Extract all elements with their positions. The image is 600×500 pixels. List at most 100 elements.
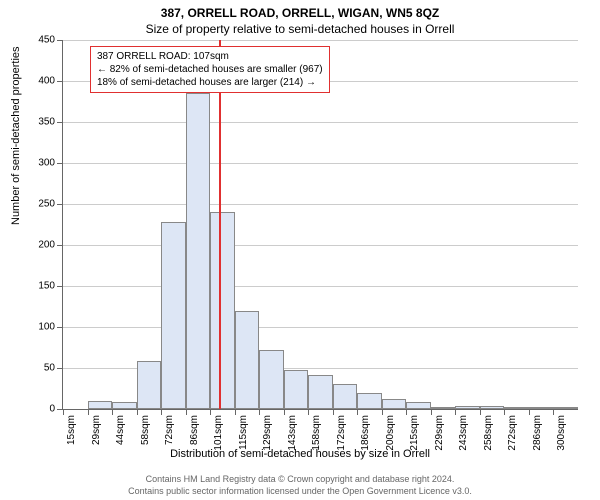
y-tick-label: 300 <box>38 158 55 169</box>
gridline <box>63 245 578 246</box>
plot-area: 05010015020025030035040045015sqm29sqm44s… <box>62 40 578 410</box>
y-tick <box>57 163 63 164</box>
x-tick-label: 258sqm <box>483 415 494 451</box>
x-tick <box>235 409 236 415</box>
x-tick-label: 58sqm <box>140 415 151 445</box>
y-tick-label: 250 <box>38 199 55 210</box>
x-tick <box>284 409 285 415</box>
histogram-bar <box>529 407 554 409</box>
histogram-bar <box>235 311 260 409</box>
chart-container: 387, ORRELL ROAD, ORRELL, WIGAN, WN5 8QZ… <box>0 0 600 500</box>
x-tick <box>308 409 309 415</box>
x-tick <box>357 409 358 415</box>
gridline <box>63 286 578 287</box>
x-tick-label: 44sqm <box>115 415 126 445</box>
histogram-bar <box>186 93 211 409</box>
histogram-bar <box>553 407 578 409</box>
histogram-bar <box>333 384 358 409</box>
histogram-bar <box>357 393 382 409</box>
y-tick-label: 150 <box>38 281 55 292</box>
x-tick-label: 186sqm <box>360 415 371 451</box>
x-tick <box>431 409 432 415</box>
x-tick-label: 86sqm <box>189 415 200 445</box>
y-tick-label: 400 <box>38 76 55 87</box>
gridline <box>63 204 578 205</box>
histogram-bar <box>88 401 113 409</box>
x-tick <box>259 409 260 415</box>
x-tick <box>161 409 162 415</box>
x-tick <box>553 409 554 415</box>
x-tick-label: 200sqm <box>385 415 396 451</box>
histogram-bar <box>455 406 480 409</box>
x-tick-label: 286sqm <box>532 415 543 451</box>
histogram-bar <box>308 375 333 409</box>
x-tick-label: 272sqm <box>507 415 518 451</box>
footer-line1: Contains HM Land Registry data © Crown c… <box>0 474 600 484</box>
gridline <box>63 40 578 41</box>
footer-line2: Contains public sector information licen… <box>0 486 600 496</box>
gridline <box>63 122 578 123</box>
y-tick <box>57 40 63 41</box>
x-tick <box>406 409 407 415</box>
y-tick-label: 0 <box>49 404 55 415</box>
y-tick <box>57 204 63 205</box>
y-tick <box>57 81 63 82</box>
x-tick-label: 229sqm <box>434 415 445 451</box>
annotation-box: 387 ORRELL ROAD: 107sqm ← 82% of semi-de… <box>90 46 330 93</box>
y-tick <box>57 368 63 369</box>
x-tick-label: 129sqm <box>262 415 273 451</box>
y-tick <box>57 286 63 287</box>
x-tick-label: 72sqm <box>164 415 175 445</box>
x-tick-label: 243sqm <box>458 415 469 451</box>
chart-title-line2: Size of property relative to semi-detach… <box>0 22 600 36</box>
histogram-bar <box>161 222 186 409</box>
x-tick-label: 158sqm <box>311 415 322 451</box>
histogram-bar <box>137 361 162 409</box>
y-tick-label: 350 <box>38 117 55 128</box>
histogram-bar <box>431 407 456 409</box>
y-tick-label: 50 <box>44 363 55 374</box>
reference-line <box>219 40 221 409</box>
histogram-bar <box>504 407 529 409</box>
x-tick <box>63 409 64 415</box>
histogram-bar <box>382 399 407 409</box>
histogram-bar <box>480 406 505 409</box>
x-tick-label: 143sqm <box>287 415 298 451</box>
y-tick-label: 100 <box>38 322 55 333</box>
histogram-bar <box>259 350 284 409</box>
x-tick <box>112 409 113 415</box>
annotation-line1: 387 ORRELL ROAD: 107sqm <box>97 50 323 63</box>
x-tick <box>137 409 138 415</box>
x-tick-label: 29sqm <box>91 415 102 445</box>
x-tick <box>382 409 383 415</box>
x-tick <box>529 409 530 415</box>
x-tick <box>480 409 481 415</box>
histogram-bar <box>112 402 137 409</box>
y-tick-label: 200 <box>38 240 55 251</box>
y-axis-label: Number of semi-detached properties <box>10 46 22 225</box>
x-tick-label: 172sqm <box>336 415 347 451</box>
annotation-line2: ← 82% of semi-detached houses are smalle… <box>97 63 323 76</box>
x-tick <box>88 409 89 415</box>
y-tick <box>57 122 63 123</box>
annotation-line3: 18% of semi-detached houses are larger (… <box>97 76 323 89</box>
x-tick <box>210 409 211 415</box>
x-tick <box>455 409 456 415</box>
chart-title-line1: 387, ORRELL ROAD, ORRELL, WIGAN, WN5 8QZ <box>0 6 600 20</box>
gridline <box>63 327 578 328</box>
x-tick-label: 215sqm <box>409 415 420 451</box>
x-tick <box>186 409 187 415</box>
histogram-bar <box>284 370 309 409</box>
x-tick-label: 115sqm <box>238 415 249 450</box>
y-tick-label: 450 <box>38 35 55 46</box>
gridline <box>63 163 578 164</box>
x-tick-label: 15sqm <box>66 415 77 445</box>
x-tick <box>504 409 505 415</box>
x-tick-label: 300sqm <box>556 415 567 451</box>
y-tick <box>57 327 63 328</box>
x-tick-label: 101sqm <box>213 415 224 451</box>
histogram-bar <box>210 212 235 409</box>
x-axis-label: Distribution of semi-detached houses by … <box>0 448 600 460</box>
histogram-bar <box>406 402 431 409</box>
x-tick <box>333 409 334 415</box>
